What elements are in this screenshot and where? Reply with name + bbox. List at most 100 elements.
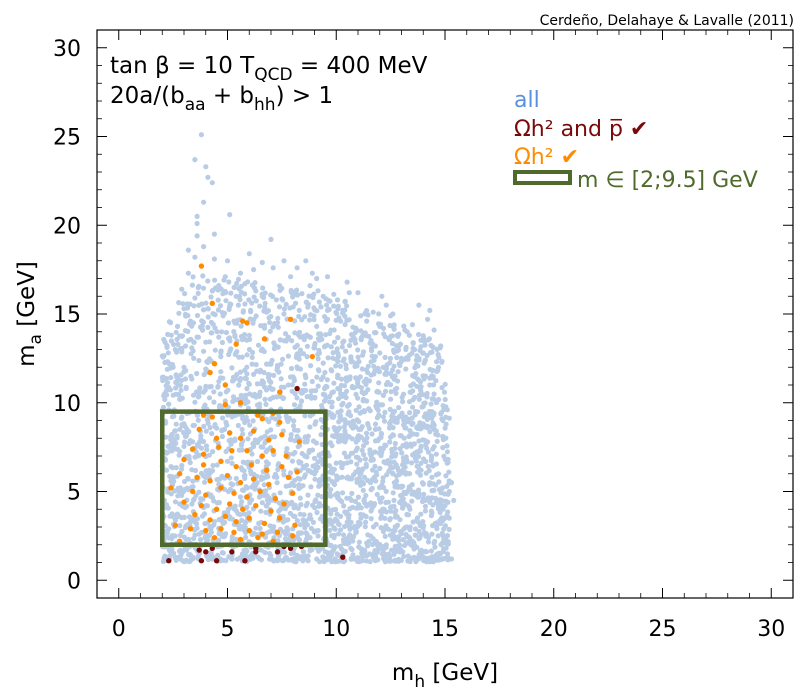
point-all — [242, 392, 249, 398]
point-omega — [250, 428, 257, 434]
point-all — [384, 362, 390, 368]
point-all — [377, 465, 383, 471]
point-all — [232, 351, 238, 357]
point-all — [429, 409, 435, 415]
point-omega-pbar — [340, 554, 346, 560]
point-all — [308, 484, 314, 490]
point-all — [201, 372, 207, 378]
point-all — [422, 503, 429, 509]
point-all — [283, 483, 289, 489]
point-omega — [259, 531, 265, 537]
point-all — [359, 558, 365, 564]
point-all — [265, 372, 271, 378]
point-all — [437, 497, 443, 503]
point-all — [353, 556, 359, 562]
point-all — [426, 468, 432, 474]
point-all — [304, 454, 310, 460]
point-all — [228, 481, 234, 487]
point-all — [292, 391, 298, 397]
point-all — [201, 199, 207, 205]
legend-omega-pbar: Ωh² and p̅ ✔ — [514, 117, 648, 142]
point-omega — [257, 488, 263, 495]
point-all — [340, 307, 346, 313]
point-all — [353, 360, 359, 366]
y-tick-label: 10 — [53, 392, 81, 417]
point-all — [410, 373, 416, 379]
point-all — [298, 398, 305, 404]
point-all — [342, 536, 348, 542]
legend-window: m ∈ [2;9.5] GeV — [577, 168, 758, 193]
point-all — [257, 525, 263, 532]
point-all — [315, 533, 321, 539]
point-all — [296, 307, 302, 313]
point-all — [337, 438, 344, 444]
point-all — [266, 361, 272, 367]
point-all — [377, 499, 384, 505]
point-all — [442, 425, 448, 431]
point-all — [422, 357, 428, 363]
point-all — [420, 350, 426, 356]
point-all — [177, 382, 184, 388]
point-all — [363, 381, 369, 387]
point-all — [410, 404, 416, 410]
point-all — [268, 379, 274, 385]
point-all — [206, 471, 212, 477]
point-all — [167, 387, 174, 393]
point-all — [278, 384, 284, 390]
point-all — [163, 383, 169, 389]
point-all — [253, 394, 259, 400]
point-all — [238, 392, 244, 399]
point-all — [179, 466, 185, 472]
point-all — [228, 455, 234, 461]
point-all — [346, 317, 352, 323]
point-all — [355, 347, 361, 353]
point-all — [268, 427, 274, 433]
point-all — [360, 487, 366, 493]
point-all — [191, 355, 197, 361]
point-all — [435, 471, 442, 477]
point-all — [346, 401, 352, 408]
point-all — [241, 511, 247, 517]
point-all — [194, 334, 200, 340]
point-all — [425, 557, 431, 563]
point-all — [314, 374, 320, 380]
point-all — [430, 523, 436, 529]
point-all — [402, 524, 409, 530]
point-all — [203, 164, 209, 170]
point-omega — [226, 501, 233, 507]
point-all — [229, 556, 235, 562]
point-all — [263, 488, 269, 494]
point-all — [388, 504, 395, 510]
point-all — [366, 406, 372, 412]
point-all — [365, 312, 371, 318]
point-all — [297, 511, 303, 517]
point-all — [287, 437, 294, 443]
point-all — [366, 333, 372, 339]
point-all — [251, 294, 257, 300]
point-all — [308, 525, 314, 532]
point-all — [446, 488, 452, 495]
point-all — [340, 490, 346, 496]
point-all — [374, 389, 380, 395]
point-all — [264, 309, 270, 315]
point-all — [431, 556, 437, 562]
point-all — [382, 515, 388, 521]
point-all — [249, 451, 255, 457]
point-all — [379, 293, 385, 299]
point-all — [190, 478, 196, 484]
point-all — [225, 320, 231, 326]
point-all — [287, 470, 294, 476]
point-all — [448, 556, 455, 562]
point-all — [177, 489, 183, 495]
legend-all: all — [514, 88, 540, 113]
point-all — [307, 317, 313, 323]
point-all — [357, 478, 363, 485]
point-all — [357, 457, 363, 463]
point-omega — [272, 495, 279, 502]
point-all — [269, 414, 275, 421]
point-all — [179, 414, 185, 420]
point-all — [329, 466, 335, 472]
point-all — [165, 331, 171, 337]
point-all — [363, 519, 369, 525]
point-all — [410, 340, 416, 346]
